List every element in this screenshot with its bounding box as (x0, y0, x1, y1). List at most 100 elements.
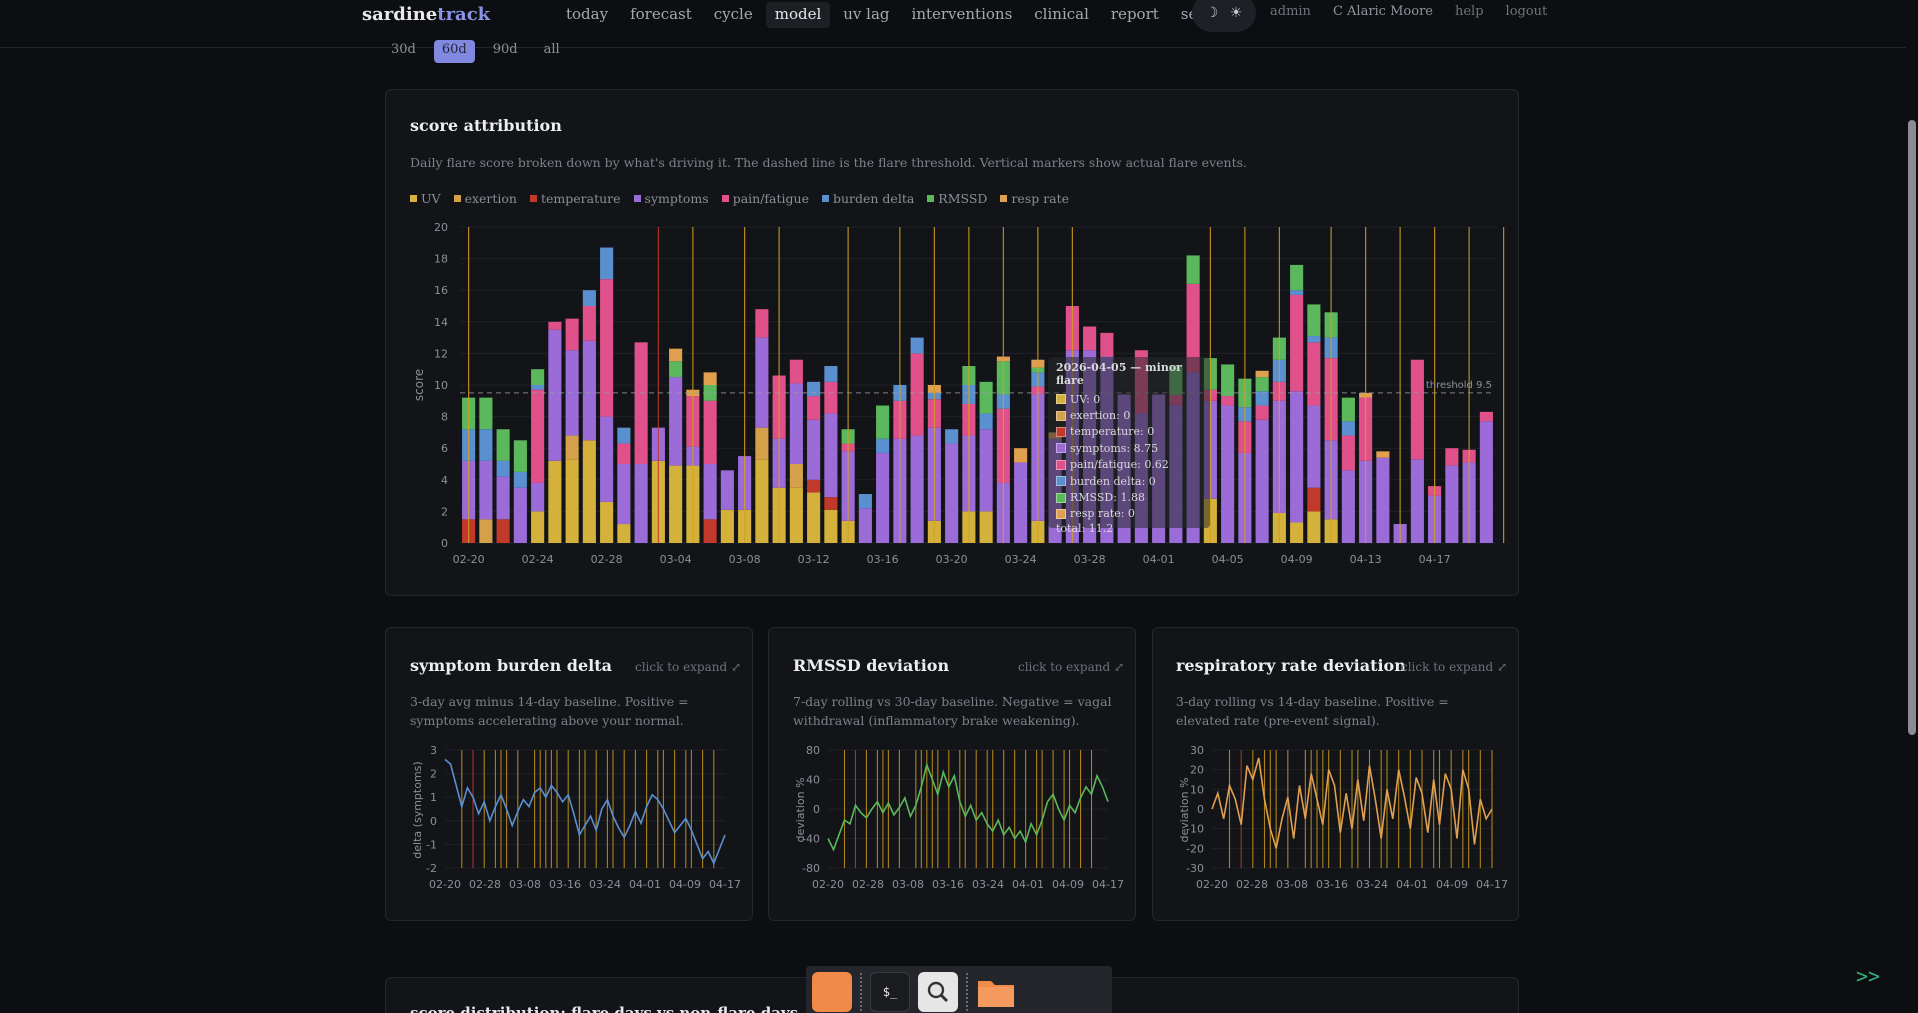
nav-item-report[interactable]: report (1110, 5, 1159, 23)
bar-segment (1410, 459, 1424, 543)
bar-segment (789, 487, 803, 543)
resp-rate-chart[interactable]: deviation % -30 -20 -10 0 10 20 30 02-20 02-28 03… (1162, 738, 1512, 898)
nav-item-cycle[interactable]: cycle (713, 5, 753, 23)
page-scrollbar[interactable] (1906, 0, 1918, 1013)
score-distribution-title: score distribution: flare days vs non-fl… (410, 1004, 799, 1013)
bar-segment (582, 306, 596, 341)
bar-segment (755, 459, 769, 543)
nav-item-clinical[interactable]: clinical (1034, 5, 1089, 23)
legend-swatch (633, 195, 641, 202)
tooltip-total: total: 11.2 (1056, 522, 1114, 536)
bar-segment (1341, 397, 1355, 422)
range-30d[interactable]: 30d (391, 42, 416, 57)
chart-tooltip: 2026-04-05 — minor flare UV: 0 exertion:… (1048, 357, 1210, 535)
x-tick-label: 03-08 (729, 553, 761, 566)
bar-segment (1376, 451, 1390, 458)
bar-segment (1221, 405, 1235, 543)
tooltip-swatch (1056, 476, 1066, 487)
y-tick-label: 18 (434, 253, 448, 266)
x-tick-label: 04-01 (1012, 878, 1044, 891)
bar-segment (979, 511, 993, 543)
bar-segment (1307, 405, 1321, 488)
bar-segment (479, 519, 493, 543)
x-tick-label: 04-17 (1419, 553, 1451, 566)
legend-item[interactable]: exertion (453, 191, 517, 206)
brand-logo[interactable]: sardinetrack (362, 4, 490, 25)
legend-item[interactable]: resp rate (1000, 191, 1069, 206)
legend-item[interactable]: burden delta (821, 191, 915, 206)
legend-item[interactable]: pain/fatigue (721, 191, 809, 206)
burden-delta-title: symptom burden delta (410, 656, 613, 675)
tooltip-swatch (1056, 492, 1066, 503)
nav-item-interventions[interactable]: interventions (911, 5, 1013, 23)
legend-item[interactable]: UV (410, 191, 441, 206)
nav-item-forecast[interactable]: forecast (630, 5, 692, 23)
y-tick-label: -80 (802, 862, 820, 875)
legend-item[interactable]: temperature (529, 191, 621, 206)
legend-label: burden delta (832, 191, 915, 206)
range-90d[interactable]: 90d (492, 42, 518, 57)
bar-segment (858, 494, 872, 509)
expand-burden-button[interactable]: click to expand ⤢ (635, 660, 742, 674)
user-nav: admin C Alaric Moore help logout (1270, 4, 1547, 19)
nav-item-model[interactable]: model (765, 2, 831, 28)
taskbar-dock: $_ (806, 966, 1112, 1013)
burden-delta-chart[interactable]: delta (symptoms) -2 -1 0 1 2 3 02-20 02-28 03-08… (395, 738, 745, 898)
resp-rate-description: 3-day rolling vs 14-day baseline. Positi… (1176, 694, 1449, 728)
bar-segment (479, 397, 493, 430)
admin-link[interactable]: admin (1270, 4, 1311, 19)
bar-segment (600, 247, 614, 280)
bar-segment (824, 366, 838, 382)
terminal-app-icon[interactable]: $_ (870, 972, 910, 1012)
legend-swatch (721, 195, 729, 202)
resp-rate-panel[interactable] (1152, 627, 1519, 921)
bar-segment (945, 443, 959, 543)
expand-rmssd-button[interactable]: click to expand ⤢ (1018, 660, 1125, 674)
range-60d[interactable]: 60d (433, 40, 475, 63)
help-link[interactable]: help (1454, 4, 1484, 19)
files-app-icon[interactable] (812, 972, 852, 1012)
tooltip-header: 2026-04-05 — minor flare (1056, 361, 1182, 387)
tooltip-swatch (1056, 426, 1066, 437)
bar-segment (565, 459, 579, 543)
moon-icon[interactable]: ☽ (1205, 5, 1219, 21)
range-all[interactable]: all (543, 42, 560, 57)
bar-segment (1341, 421, 1355, 436)
bar-segment (496, 476, 510, 520)
expand-chevron-icon[interactable]: >> (1856, 964, 1881, 988)
tooltip-row: exertion: 0 (1056, 407, 1202, 423)
theme-toggle[interactable]: ☽ ☀ (1192, 0, 1256, 32)
user-name[interactable]: C Alaric Moore (1332, 4, 1433, 19)
bar-segment (496, 460, 510, 477)
bar-segment (548, 460, 562, 543)
legend-item[interactable]: RMSSD (927, 191, 987, 206)
legend-item[interactable]: symptoms (633, 191, 709, 206)
scrollbar-thumb[interactable] (1908, 120, 1916, 735)
expand-resp-button[interactable]: click to expand ⤢ (1401, 660, 1508, 674)
bar-segment (1255, 391, 1269, 406)
bar-segment (807, 419, 821, 480)
rmssd-panel[interactable] (768, 627, 1136, 921)
bar-segment (1255, 370, 1269, 378)
tooltip-row: resp rate: 0 (1056, 506, 1202, 522)
bar-segment (755, 427, 769, 460)
magnifier-icon (927, 981, 949, 1003)
x-tick-label: 02-20 (453, 553, 485, 566)
bar-segment (824, 497, 838, 510)
rmssd-chart[interactable]: deviation % -80 -40 0 40 80 02-20 02-28 03-08 03… (778, 738, 1128, 898)
nav-item-today[interactable]: today (566, 5, 609, 23)
bar-segment (807, 492, 821, 543)
folder-app-icon[interactable] (976, 972, 1016, 1012)
score-attribution-chart[interactable]: 0 2 4 6 8 10 12 14 16 18 20 02-20 02-24 02-28 03-04 03-… (400, 215, 1510, 575)
x-tick-label: 03-16 (549, 878, 581, 891)
y-tick-label: -2 (426, 862, 437, 875)
logout-link[interactable]: logout (1505, 4, 1548, 19)
bar-segment (789, 383, 803, 464)
bar-segment (910, 353, 924, 436)
search-app-icon[interactable] (918, 972, 958, 1012)
bar-segment (858, 508, 872, 543)
sun-icon[interactable]: ☀ (1229, 5, 1243, 21)
y-tick-label: 6 (441, 442, 448, 455)
nav-item-uv-lag[interactable]: uv lag (843, 5, 890, 23)
bar-segment (703, 519, 717, 543)
